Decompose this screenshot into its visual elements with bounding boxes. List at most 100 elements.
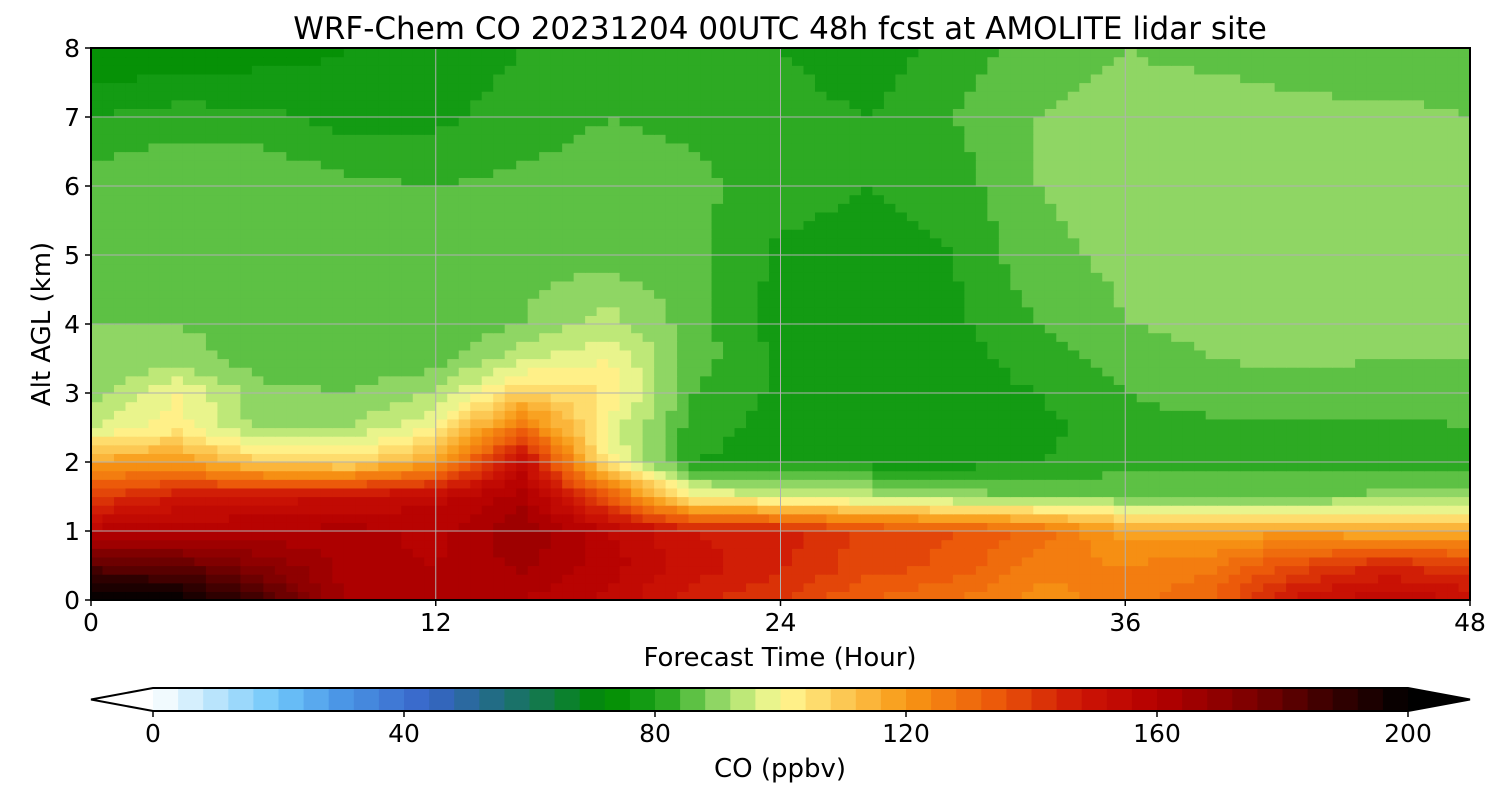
heatmap-cell <box>217 384 230 394</box>
heatmap-cell <box>1401 444 1414 454</box>
heatmap-cell <box>435 418 448 429</box>
heatmap-cell <box>1044 393 1057 403</box>
heatmap-cell <box>1171 375 1184 385</box>
heatmap-cell <box>562 384 575 394</box>
heatmap-cell <box>1021 470 1034 480</box>
heatmap-cell <box>608 418 621 429</box>
heatmap-cell <box>1389 298 1402 308</box>
heatmap-cell <box>240 548 253 558</box>
heatmap-cell <box>849 306 862 316</box>
heatmap-cell <box>516 453 529 463</box>
heatmap-cell <box>274 462 287 472</box>
heatmap-cell <box>205 401 219 411</box>
heatmap-cell <box>412 487 425 498</box>
heatmap-cell <box>424 280 437 291</box>
heatmap-cell <box>941 349 954 360</box>
heatmap-cell <box>217 237 230 247</box>
heatmap-cell <box>964 427 977 437</box>
heatmap-cell <box>780 306 793 316</box>
heatmap-cell <box>401 358 414 368</box>
heatmap-cell <box>1447 582 1460 592</box>
heatmap-cell <box>343 556 356 567</box>
heatmap-cell <box>343 237 356 247</box>
heatmap-cell <box>102 436 115 446</box>
heatmap-cell <box>1228 332 1241 342</box>
heatmap-cell <box>1171 522 1184 532</box>
heatmap-cell <box>102 237 115 247</box>
heatmap-cell <box>297 332 310 342</box>
heatmap-cell <box>1159 332 1172 342</box>
heatmap-cell <box>1447 349 1460 360</box>
heatmap-cell <box>102 505 115 515</box>
heatmap-cell <box>929 574 942 584</box>
heatmap-cell <box>1320 539 1333 549</box>
heatmap-cell <box>562 556 575 567</box>
heatmap-cell <box>205 358 219 368</box>
heatmap-cell <box>1056 462 1069 472</box>
heatmap-cell <box>998 418 1011 429</box>
heatmap-cell <box>941 324 954 334</box>
heatmap-cell <box>1136 565 1149 575</box>
heatmap-cell <box>217 246 230 256</box>
heatmap-cell <box>952 358 965 368</box>
heatmap-cell <box>309 237 322 247</box>
heatmap-cell <box>952 315 965 325</box>
heatmap-cell <box>1366 479 1379 489</box>
heatmap-cell <box>516 349 529 360</box>
heatmap-cell <box>1343 462 1356 472</box>
heatmap-cell <box>1366 272 1379 282</box>
heatmap-cell <box>366 384 379 394</box>
heatmap-cell <box>883 263 897 273</box>
heatmap-cell <box>826 479 839 489</box>
heatmap-cell <box>91 367 104 377</box>
heatmap-cell <box>1171 505 1184 515</box>
heatmap-cell <box>355 263 368 273</box>
heatmap-cell <box>711 505 724 515</box>
heatmap-cell <box>1458 280 1470 291</box>
heatmap-cell <box>1136 479 1149 489</box>
heatmap-cell <box>1010 358 1023 368</box>
heatmap-cell <box>596 470 609 480</box>
heatmap-cell <box>803 349 816 360</box>
heatmap-cell <box>918 436 931 446</box>
heatmap-cell <box>1286 479 1299 489</box>
heatmap-cell <box>412 574 425 584</box>
heatmap-cell <box>1332 246 1345 256</box>
heatmap-cell <box>837 358 851 368</box>
heatmap-cell <box>780 298 793 308</box>
heatmap-cell <box>780 289 793 299</box>
heatmap-cell <box>654 505 667 515</box>
heatmap-cell <box>872 410 885 420</box>
heatmap-cell <box>642 479 655 489</box>
heatmap-cell <box>1263 427 1276 437</box>
heatmap-cell <box>1010 470 1023 480</box>
heatmap-cell <box>780 436 793 446</box>
heatmap-cell <box>148 263 161 273</box>
heatmap-cell <box>1366 315 1379 325</box>
heatmap-cell <box>251 349 264 360</box>
heatmap-cell <box>309 246 322 256</box>
heatmap-cell <box>918 539 931 549</box>
heatmap-cell <box>217 522 230 532</box>
heatmap-cell <box>987 410 1000 420</box>
heatmap-cell <box>1079 410 1092 420</box>
heatmap-cell <box>1159 539 1172 549</box>
heatmap-cell <box>734 358 747 368</box>
heatmap-cell <box>539 375 552 385</box>
heatmap-cell <box>711 393 724 403</box>
heatmap-cell <box>1309 470 1322 480</box>
heatmap-cell <box>803 384 816 394</box>
heatmap-cell <box>1194 548 1207 558</box>
heatmap-cell <box>769 341 782 351</box>
heatmap-cell <box>1010 479 1023 489</box>
heatmap-cell <box>343 574 356 584</box>
heatmap-cell <box>550 375 563 385</box>
heatmap-cell <box>1263 444 1276 454</box>
heatmap-cell <box>1021 496 1034 506</box>
heatmap-cell <box>723 418 736 429</box>
heatmap-cell <box>791 462 805 472</box>
heatmap-cell <box>975 444 988 454</box>
heatmap-cell <box>1355 272 1368 282</box>
heatmap-cell <box>814 367 828 377</box>
heatmap-cell <box>791 255 805 265</box>
